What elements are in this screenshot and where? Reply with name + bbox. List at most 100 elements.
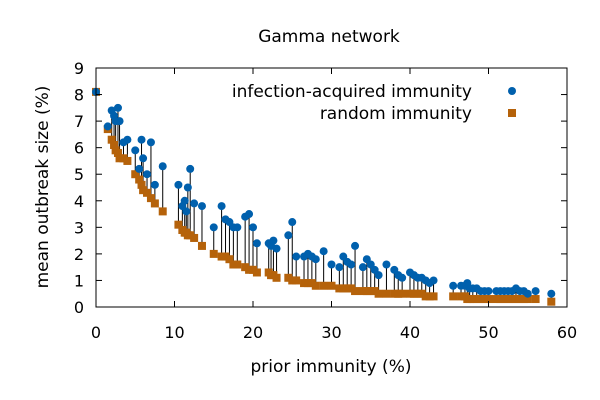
infection-point	[139, 154, 148, 163]
infection-point	[146, 138, 155, 147]
infection-point	[186, 164, 195, 173]
y-tick-label: 8	[74, 86, 84, 105]
random-point	[190, 233, 199, 242]
random-series	[92, 87, 556, 306]
random-point	[252, 268, 261, 277]
random-point	[531, 295, 540, 304]
infection-point	[531, 287, 540, 296]
infection-point	[197, 202, 206, 211]
random-point	[233, 260, 242, 269]
infection-point	[272, 244, 281, 253]
infection-point	[183, 183, 192, 192]
x-tick-label: 20	[243, 323, 263, 342]
x-axis-ticks: 0 10 20 30 40 50 60	[91, 68, 577, 342]
random-point	[319, 281, 328, 290]
y-tick-label: 1	[74, 271, 84, 290]
x-tick-label: 40	[400, 323, 420, 342]
random-point	[135, 175, 144, 184]
infection-point	[351, 241, 360, 250]
random-point	[547, 297, 556, 306]
y-tick-label: 9	[74, 59, 84, 78]
infection-point	[190, 199, 199, 208]
x-tick-label: 10	[164, 323, 184, 342]
infection-point	[347, 260, 356, 269]
infection-point	[209, 223, 218, 232]
infection-point	[288, 218, 297, 227]
legend-label-random: random immunity	[320, 104, 472, 124]
y-tick-label: 7	[74, 112, 84, 131]
infection-point	[319, 247, 328, 256]
random-point	[107, 135, 116, 144]
y-axis-label: mean outbreak size (%)	[33, 86, 53, 289]
random-point	[146, 194, 155, 203]
random-point	[174, 220, 183, 229]
y-tick-label: 4	[74, 192, 84, 211]
random-point	[110, 141, 119, 150]
x-tick-label: 50	[478, 323, 498, 342]
infection-point	[143, 170, 152, 179]
infection-point	[292, 252, 301, 261]
infection-point	[113, 103, 122, 112]
infection-point	[382, 260, 391, 269]
infection-point	[233, 223, 242, 232]
legend-label-infection: infection-acquired immunity	[232, 82, 472, 102]
random-point	[327, 281, 336, 290]
random-point	[272, 273, 281, 282]
random-point	[382, 289, 391, 298]
y-tick-label: 0	[74, 298, 84, 317]
infection-point	[131, 146, 140, 155]
stem-lines	[107, 107, 552, 302]
random-point	[523, 295, 532, 304]
infection-point	[182, 207, 191, 216]
random-point	[374, 289, 383, 298]
infection-point	[284, 231, 293, 240]
infection-point	[217, 202, 226, 211]
y-tick-label: 3	[74, 218, 84, 237]
infection-point	[449, 281, 458, 290]
infection-point	[374, 271, 383, 280]
random-point	[137, 180, 146, 189]
infection-point	[547, 289, 556, 298]
random-point	[131, 170, 140, 179]
infection-point	[115, 117, 124, 126]
legend-marker-infection	[508, 87, 516, 95]
random-point	[292, 276, 301, 285]
infection-point	[135, 164, 144, 173]
infection-point	[249, 223, 257, 232]
infection-point	[484, 287, 493, 296]
random-point	[449, 292, 458, 301]
infection-point	[174, 180, 183, 189]
random-point	[123, 156, 132, 165]
random-point	[209, 249, 218, 258]
infection-point	[429, 276, 438, 285]
infection-point	[137, 135, 146, 144]
infection-point	[180, 196, 189, 205]
legend: infection-acquired immunity random immun…	[232, 82, 516, 124]
legend-marker-random	[508, 109, 516, 117]
random-point	[429, 292, 438, 301]
random-point	[351, 287, 360, 296]
random-point	[158, 207, 167, 216]
infection-point	[252, 239, 261, 248]
y-tick-label: 2	[74, 245, 84, 264]
random-point	[197, 241, 206, 250]
infection-point	[335, 263, 344, 272]
infection-point	[358, 263, 367, 272]
y-axis-ticks: 0 1 2 3 4 5 6 7 8 9	[74, 59, 567, 317]
y-tick-label: 6	[74, 139, 84, 158]
infection-point	[269, 236, 278, 245]
random-point	[311, 281, 320, 290]
infection-point	[523, 289, 532, 298]
infection-point	[103, 122, 112, 131]
random-point	[150, 199, 159, 208]
infection-point	[245, 210, 254, 219]
random-point	[225, 255, 234, 264]
x-tick-label: 0	[91, 323, 101, 342]
infection-point	[327, 260, 336, 269]
x-tick-label: 30	[321, 323, 341, 342]
y-tick-label: 5	[74, 165, 84, 184]
infection-point	[398, 273, 407, 282]
infection-point	[158, 162, 167, 171]
infection-point	[150, 180, 159, 189]
